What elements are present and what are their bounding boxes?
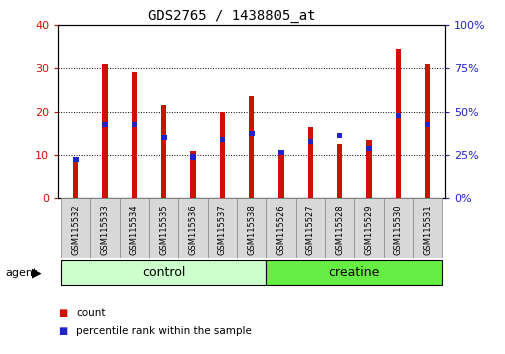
- Bar: [237, 198, 266, 258]
- Bar: [103, 64, 108, 198]
- Text: ▶: ▶: [31, 266, 41, 279]
- Text: GSM115535: GSM115535: [159, 204, 168, 255]
- Bar: [190, 152, 195, 198]
- Bar: [248, 96, 254, 198]
- Text: count: count: [76, 308, 105, 318]
- Bar: [307, 139, 313, 144]
- Bar: [131, 122, 137, 127]
- Text: GSM115536: GSM115536: [188, 204, 197, 255]
- Text: GSM115533: GSM115533: [100, 204, 110, 255]
- Bar: [73, 156, 78, 162]
- Bar: [208, 198, 237, 258]
- Text: ■: ■: [58, 326, 67, 336]
- Text: GSM115532: GSM115532: [71, 204, 80, 255]
- Bar: [278, 150, 283, 155]
- Bar: [424, 122, 430, 127]
- Bar: [131, 73, 137, 198]
- Text: ■: ■: [58, 308, 67, 318]
- Bar: [412, 198, 441, 258]
- Text: GSM115529: GSM115529: [364, 204, 373, 255]
- Bar: [149, 198, 178, 258]
- Bar: [307, 127, 313, 198]
- Bar: [424, 64, 429, 198]
- Bar: [178, 198, 208, 258]
- Bar: [90, 198, 120, 258]
- Bar: [219, 112, 225, 198]
- Bar: [219, 137, 225, 142]
- Bar: [395, 113, 400, 119]
- Bar: [73, 161, 78, 198]
- Bar: [161, 105, 166, 198]
- Bar: [324, 198, 353, 258]
- Bar: [61, 198, 90, 258]
- Bar: [102, 122, 108, 127]
- Bar: [61, 260, 266, 285]
- Text: GSM115538: GSM115538: [247, 204, 256, 255]
- Text: control: control: [142, 266, 185, 279]
- Bar: [248, 131, 254, 136]
- Bar: [366, 146, 371, 151]
- Bar: [383, 198, 412, 258]
- Bar: [120, 198, 149, 258]
- Bar: [278, 153, 283, 198]
- Bar: [395, 48, 400, 198]
- Bar: [336, 144, 342, 198]
- Text: GSM115528: GSM115528: [334, 204, 343, 255]
- Text: percentile rank within the sample: percentile rank within the sample: [76, 326, 251, 336]
- Bar: [190, 154, 195, 160]
- Bar: [266, 260, 441, 285]
- Bar: [161, 135, 166, 140]
- Bar: [354, 198, 383, 258]
- Text: GSM115534: GSM115534: [130, 204, 139, 255]
- Text: creatine: creatine: [328, 266, 379, 279]
- Bar: [266, 198, 295, 258]
- Text: GSM115531: GSM115531: [422, 204, 431, 255]
- Text: GDS2765 / 1438805_at: GDS2765 / 1438805_at: [147, 9, 315, 23]
- Bar: [295, 198, 324, 258]
- Text: GSM115527: GSM115527: [306, 204, 314, 255]
- Text: GSM115526: GSM115526: [276, 204, 285, 255]
- Text: agent: agent: [5, 268, 37, 278]
- Bar: [366, 140, 371, 198]
- Text: GSM115537: GSM115537: [218, 204, 226, 255]
- Text: GSM115530: GSM115530: [393, 204, 402, 255]
- Bar: [336, 133, 342, 138]
